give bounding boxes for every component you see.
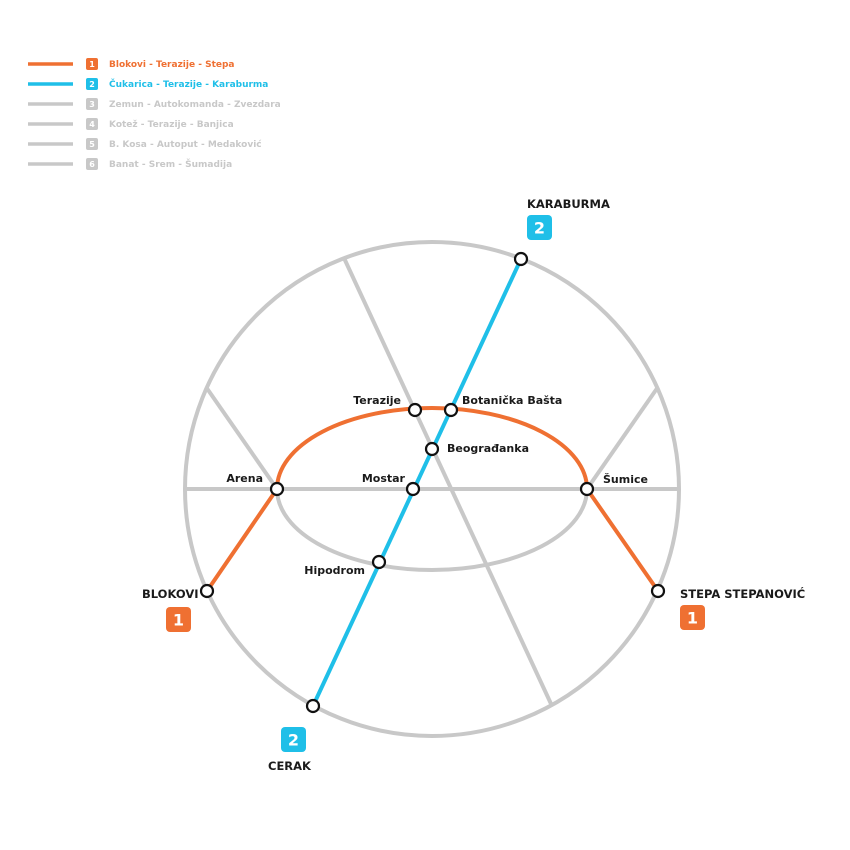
legend-number-badge (86, 138, 98, 150)
station-stepa-stepanovic[interactable] (650, 583, 666, 599)
line-1-badge (166, 607, 191, 632)
station-label-sumice: Šumice (603, 473, 648, 486)
station-cerak[interactable] (305, 698, 321, 714)
station-hipodrom[interactable] (371, 554, 387, 570)
station-label-beogradjanka: Beograđanka (447, 442, 529, 455)
station-label-botanicka-basta: Botanička Bašta (462, 394, 562, 407)
legend-label: Banat - Srem - Šumadija (109, 158, 232, 170)
line-2 (311, 258, 523, 707)
legend-row-line-1[interactable]: 1 Blokovi - Terazije - Stepa (28, 58, 235, 70)
legend-number-badge (86, 98, 98, 110)
line-1 (205, 406, 660, 593)
station-beogradjanka[interactable] (424, 441, 440, 457)
station-blokovi[interactable] (199, 583, 215, 599)
line-1-badge (680, 605, 705, 630)
station-arena[interactable] (269, 481, 285, 497)
terminal-blokovi[interactable]: BLOKOVI 1 (142, 587, 199, 632)
inner-ring-lower-arc (275, 488, 589, 572)
terminal-cerak[interactable]: 2 CERAK (268, 727, 312, 773)
legend-number-badge (86, 58, 98, 70)
terminal-label-stepa-stepanovic: STEPA STEPANOVIĆ (680, 586, 805, 601)
legend-label: Zemun - Autokomanda - Zvezdara (109, 100, 281, 110)
legend-row-line-5[interactable]: 5 B. Kosa - Autoput - Medaković (28, 138, 262, 150)
legend-number: 2 (89, 80, 95, 89)
legend-label: Čukarica - Terazije - Karaburma (109, 78, 268, 90)
stations (199, 251, 666, 714)
legend-row-line-2[interactable]: 2 Čukarica - Terazije - Karaburma (28, 78, 268, 90)
line-2-badge (281, 727, 306, 752)
legend-label: Kotež - Terazije - Banjica (109, 120, 234, 130)
legend-number: 4 (89, 120, 95, 129)
legend-row-line-6[interactable]: 6 Banat - Srem - Šumadija (28, 158, 232, 170)
legend-number-badge (86, 118, 98, 130)
line-badge-number: 2 (288, 731, 299, 750)
branch-line-northwest (204, 385, 279, 491)
legend-number: 3 (89, 100, 95, 109)
legend-label: Blokovi - Terazije - Stepa (109, 60, 235, 70)
diagonal-line-nw-se (342, 257, 554, 707)
station-label-hipodrom: Hipodrom (304, 564, 365, 577)
terminal-label-cerak: CERAK (268, 759, 312, 773)
line-badge-number: 1 (173, 611, 184, 630)
line-2-badge (527, 215, 552, 240)
terminal-karaburma[interactable]: KARABURMA 2 (527, 197, 610, 240)
line-2-route (311, 258, 523, 707)
station-botanicka-basta[interactable] (443, 402, 459, 418)
legend-number-badge (86, 78, 98, 90)
legend-number: 1 (89, 60, 95, 69)
station-label-arena: Arena (226, 472, 263, 485)
line-badge-number: 2 (534, 219, 545, 238)
station-mostar[interactable] (405, 481, 421, 497)
legend-number-badge (86, 158, 98, 170)
legend-row-line-3[interactable]: 3 Zemun - Autokomanda - Zvezdara (28, 98, 281, 110)
legend-number: 5 (89, 140, 95, 149)
station-karaburma[interactable] (513, 251, 529, 267)
line-1-route (205, 406, 660, 593)
legend-row-line-4[interactable]: 4 Kotež - Terazije - Banjica (28, 118, 234, 130)
station-label-mostar: Mostar (362, 472, 406, 485)
legend-number: 6 (89, 160, 95, 169)
terminal-stepa-stepanovic[interactable]: STEPA STEPANOVIĆ 1 (680, 586, 805, 630)
station-sumice[interactable] (579, 481, 595, 497)
legend-label: B. Kosa - Autoput - Medaković (109, 139, 262, 150)
branch-line-northeast (585, 385, 660, 491)
line-badge-number: 1 (687, 609, 698, 628)
station-label-terazije: Terazije (353, 394, 401, 407)
station-terazije[interactable] (407, 402, 423, 418)
inactive-network (183, 240, 681, 738)
terminal-label-karaburma: KARABURMA (527, 197, 610, 211)
station-labels: Terazije Botanička Bašta Beograđanka Are… (226, 394, 648, 577)
terminal-label-blokovi: BLOKOVI (142, 587, 199, 601)
legend: 1 Blokovi - Terazije - Stepa 2 Čukarica … (28, 58, 281, 170)
